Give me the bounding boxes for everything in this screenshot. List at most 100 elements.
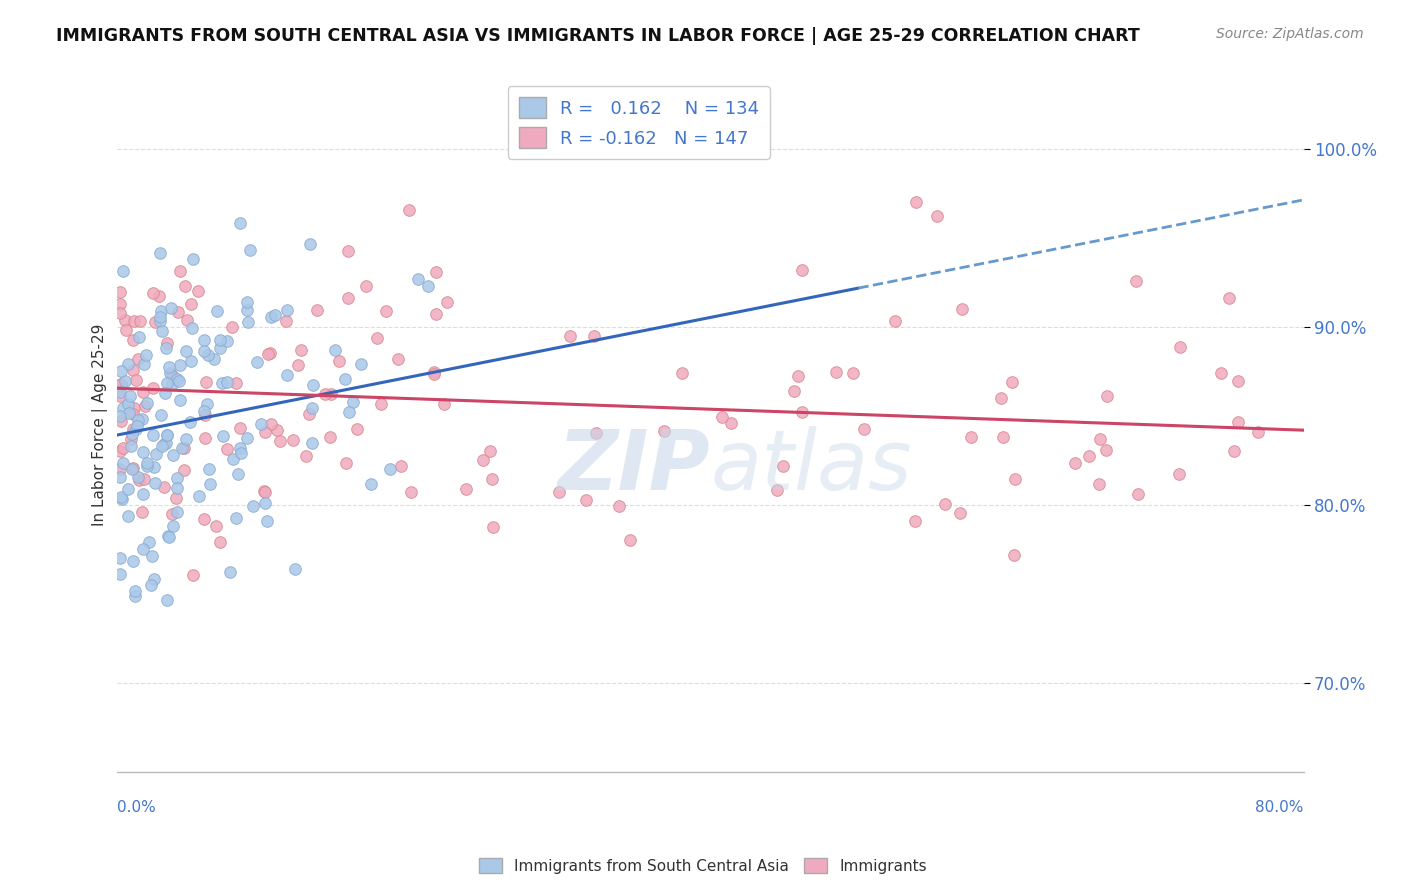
Point <box>160 301 183 316</box>
Point <box>122 401 145 415</box>
Point <box>148 288 170 302</box>
Point <box>156 427 179 442</box>
Point <box>884 314 907 328</box>
Legend: R =   0.162    N = 134, R = -0.162   N = 147: R = 0.162 N = 134, R = -0.162 N = 147 <box>508 87 770 159</box>
Point <box>155 341 177 355</box>
Point <box>153 480 176 494</box>
Text: 80.0%: 80.0% <box>1256 800 1303 815</box>
Point <box>124 584 146 599</box>
Point <box>193 333 215 347</box>
Point <box>786 369 808 384</box>
Point <box>558 329 581 343</box>
Point <box>259 345 281 359</box>
Point <box>269 434 291 449</box>
Point <box>156 593 179 607</box>
Point <box>108 462 131 476</box>
Point <box>155 335 177 350</box>
Point <box>180 354 202 368</box>
Point <box>1004 472 1026 486</box>
Point <box>283 433 305 447</box>
Point <box>276 302 298 317</box>
Point <box>142 459 165 474</box>
Point <box>173 463 195 477</box>
Point <box>319 386 342 401</box>
Point <box>212 429 235 443</box>
Point <box>127 419 149 434</box>
Point <box>387 351 409 366</box>
Point <box>157 360 180 375</box>
Point <box>143 475 166 490</box>
Point <box>205 519 228 533</box>
Point <box>162 519 184 533</box>
Point <box>925 209 948 223</box>
Point <box>110 444 132 458</box>
Point <box>121 462 143 476</box>
Point <box>195 397 218 411</box>
Point <box>249 417 271 431</box>
Point <box>370 397 392 411</box>
Point <box>1168 340 1191 354</box>
Point <box>1227 415 1250 429</box>
Point <box>141 549 163 564</box>
Point <box>122 554 145 568</box>
Point <box>235 302 257 317</box>
Point <box>132 542 155 557</box>
Point <box>1064 456 1087 470</box>
Point <box>111 457 134 471</box>
Point <box>790 262 813 277</box>
Point <box>1223 444 1246 458</box>
Point <box>208 333 231 347</box>
Point <box>108 389 131 403</box>
Point <box>159 366 181 380</box>
Point <box>991 430 1014 444</box>
Point <box>114 313 136 327</box>
Point <box>145 315 167 329</box>
Point <box>181 252 204 266</box>
Point <box>118 406 141 420</box>
Point <box>253 483 276 498</box>
Point <box>121 426 143 441</box>
Point <box>166 505 188 519</box>
Point <box>187 489 209 503</box>
Point <box>142 381 165 395</box>
Point <box>111 492 134 507</box>
Point <box>1226 375 1249 389</box>
Point <box>229 441 252 455</box>
Point <box>456 482 478 496</box>
Point <box>950 301 973 316</box>
Point <box>481 472 503 486</box>
Point <box>160 376 183 391</box>
Point <box>108 297 131 311</box>
Point <box>238 243 260 257</box>
Point <box>242 500 264 514</box>
Point <box>1209 366 1232 380</box>
Point <box>949 507 972 521</box>
Point <box>127 469 149 483</box>
Point <box>323 343 346 357</box>
Point <box>298 237 321 252</box>
Point <box>202 351 225 366</box>
Point <box>180 321 202 335</box>
Point <box>127 412 149 426</box>
Point <box>1218 291 1240 305</box>
Point <box>122 461 145 475</box>
Point <box>160 368 183 382</box>
Point <box>150 324 173 338</box>
Point <box>1001 375 1024 389</box>
Point <box>346 422 368 436</box>
Point <box>115 323 138 337</box>
Point <box>720 416 742 430</box>
Point <box>156 427 179 442</box>
Point <box>301 377 323 392</box>
Point <box>607 500 630 514</box>
Point <box>176 343 198 358</box>
Point <box>193 404 215 418</box>
Point <box>342 395 364 409</box>
Point <box>228 421 250 435</box>
Point <box>169 359 191 373</box>
Point <box>121 333 143 347</box>
Point <box>108 409 131 423</box>
Point <box>301 436 323 450</box>
Point <box>314 387 336 401</box>
Point <box>143 572 166 586</box>
